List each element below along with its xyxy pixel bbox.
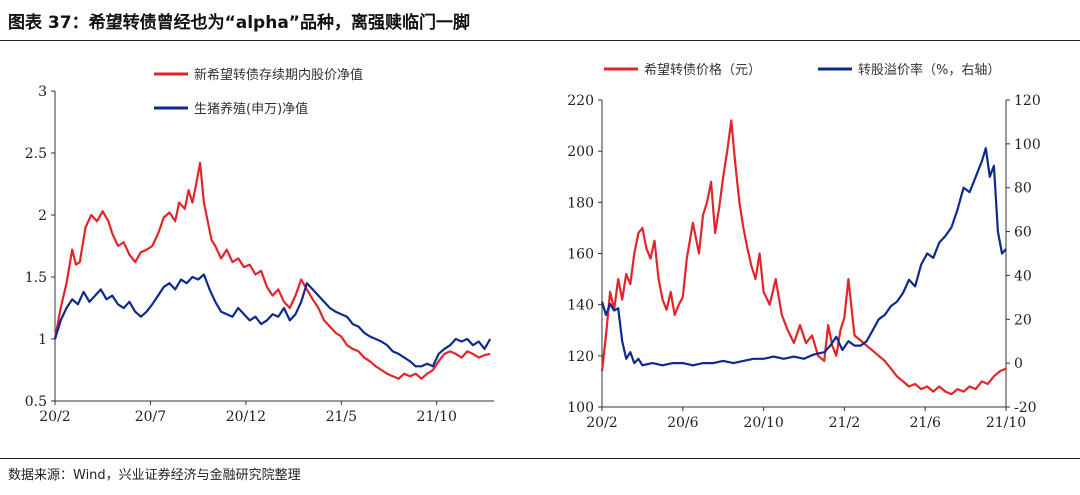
y2-tick-label: 80 [1014, 181, 1032, 197]
left-chart: 0.5 1 1.5 2 2.5 3 20/2 20/7 20/12 21/5 21/10 新希望转债存… [25, 67, 494, 425]
y-tick-label: 160 [567, 247, 594, 263]
y-tick-label: 3 [38, 84, 47, 100]
x-tick-label: 21/6 [909, 415, 941, 431]
title-rule [0, 40, 1080, 41]
figure-title: 图表 37：希望转债曾经也为“alpha”品种，离强赎临门一脚 [8, 13, 470, 33]
legend-label-1: 希望转债价格（元） [644, 62, 761, 78]
y2-tick-label: 120 [1014, 93, 1041, 109]
y-tick-label: 2 [38, 208, 47, 224]
series-line-2 [600, 147, 1007, 367]
y-tick-label: 0.5 [25, 394, 47, 410]
y-tick-label: 120 [567, 349, 594, 365]
y2-tick-label: 40 [1014, 268, 1032, 284]
source-note: 数据来源：Wind，兴业证券经济与金融研究院整理 [8, 468, 301, 483]
y-tick-label: 2.5 [25, 146, 47, 162]
legend-label-2: 生猪养殖(申万)净值 [194, 101, 308, 117]
x-tick-label: 20/6 [667, 415, 699, 431]
y-tick-label: 140 [567, 298, 594, 314]
source-rule [0, 458, 1080, 459]
y2-tick-label: -20 [1014, 400, 1037, 416]
x-tick-label: 20/7 [135, 409, 166, 425]
y-tick-label: 200 [567, 144, 594, 160]
y-tick-label: 1.5 [25, 270, 47, 286]
y-tick-label: 220 [567, 93, 594, 109]
x-tick-label: 20/10 [743, 415, 783, 431]
x-tick-label: 20/2 [586, 415, 617, 431]
series-line-1 [600, 119, 1007, 396]
x-tick-label: 21/10 [417, 409, 457, 425]
y2-tick-label: 100 [1014, 137, 1041, 153]
y2-tick-label: 60 [1014, 225, 1032, 241]
series-line-2 [53, 273, 492, 368]
y-tick-label: 1 [38, 332, 47, 348]
x-tick-label: 20/2 [39, 409, 70, 425]
x-tick-label: 21/5 [326, 409, 357, 425]
y-tick-label: 100 [567, 400, 594, 416]
x-tick-label: 21/2 [829, 415, 860, 431]
x-tick-label: 21/10 [986, 415, 1026, 431]
right-chart: 100 120 140 160 180 200 220 -20 0 20 40 60 80 100 120 2… [567, 62, 1041, 431]
y2-tick-label: 0 [1014, 356, 1023, 372]
x-tick-label: 20/12 [226, 409, 266, 425]
y-tick-label: 180 [567, 195, 594, 211]
series-line-1 [53, 161, 491, 380]
legend-label-1: 新希望转债存续期内股价净值 [194, 67, 363, 83]
legend-label-2: 转股溢价率（%，右轴） [858, 62, 1000, 78]
y2-tick-label: 20 [1014, 312, 1032, 328]
